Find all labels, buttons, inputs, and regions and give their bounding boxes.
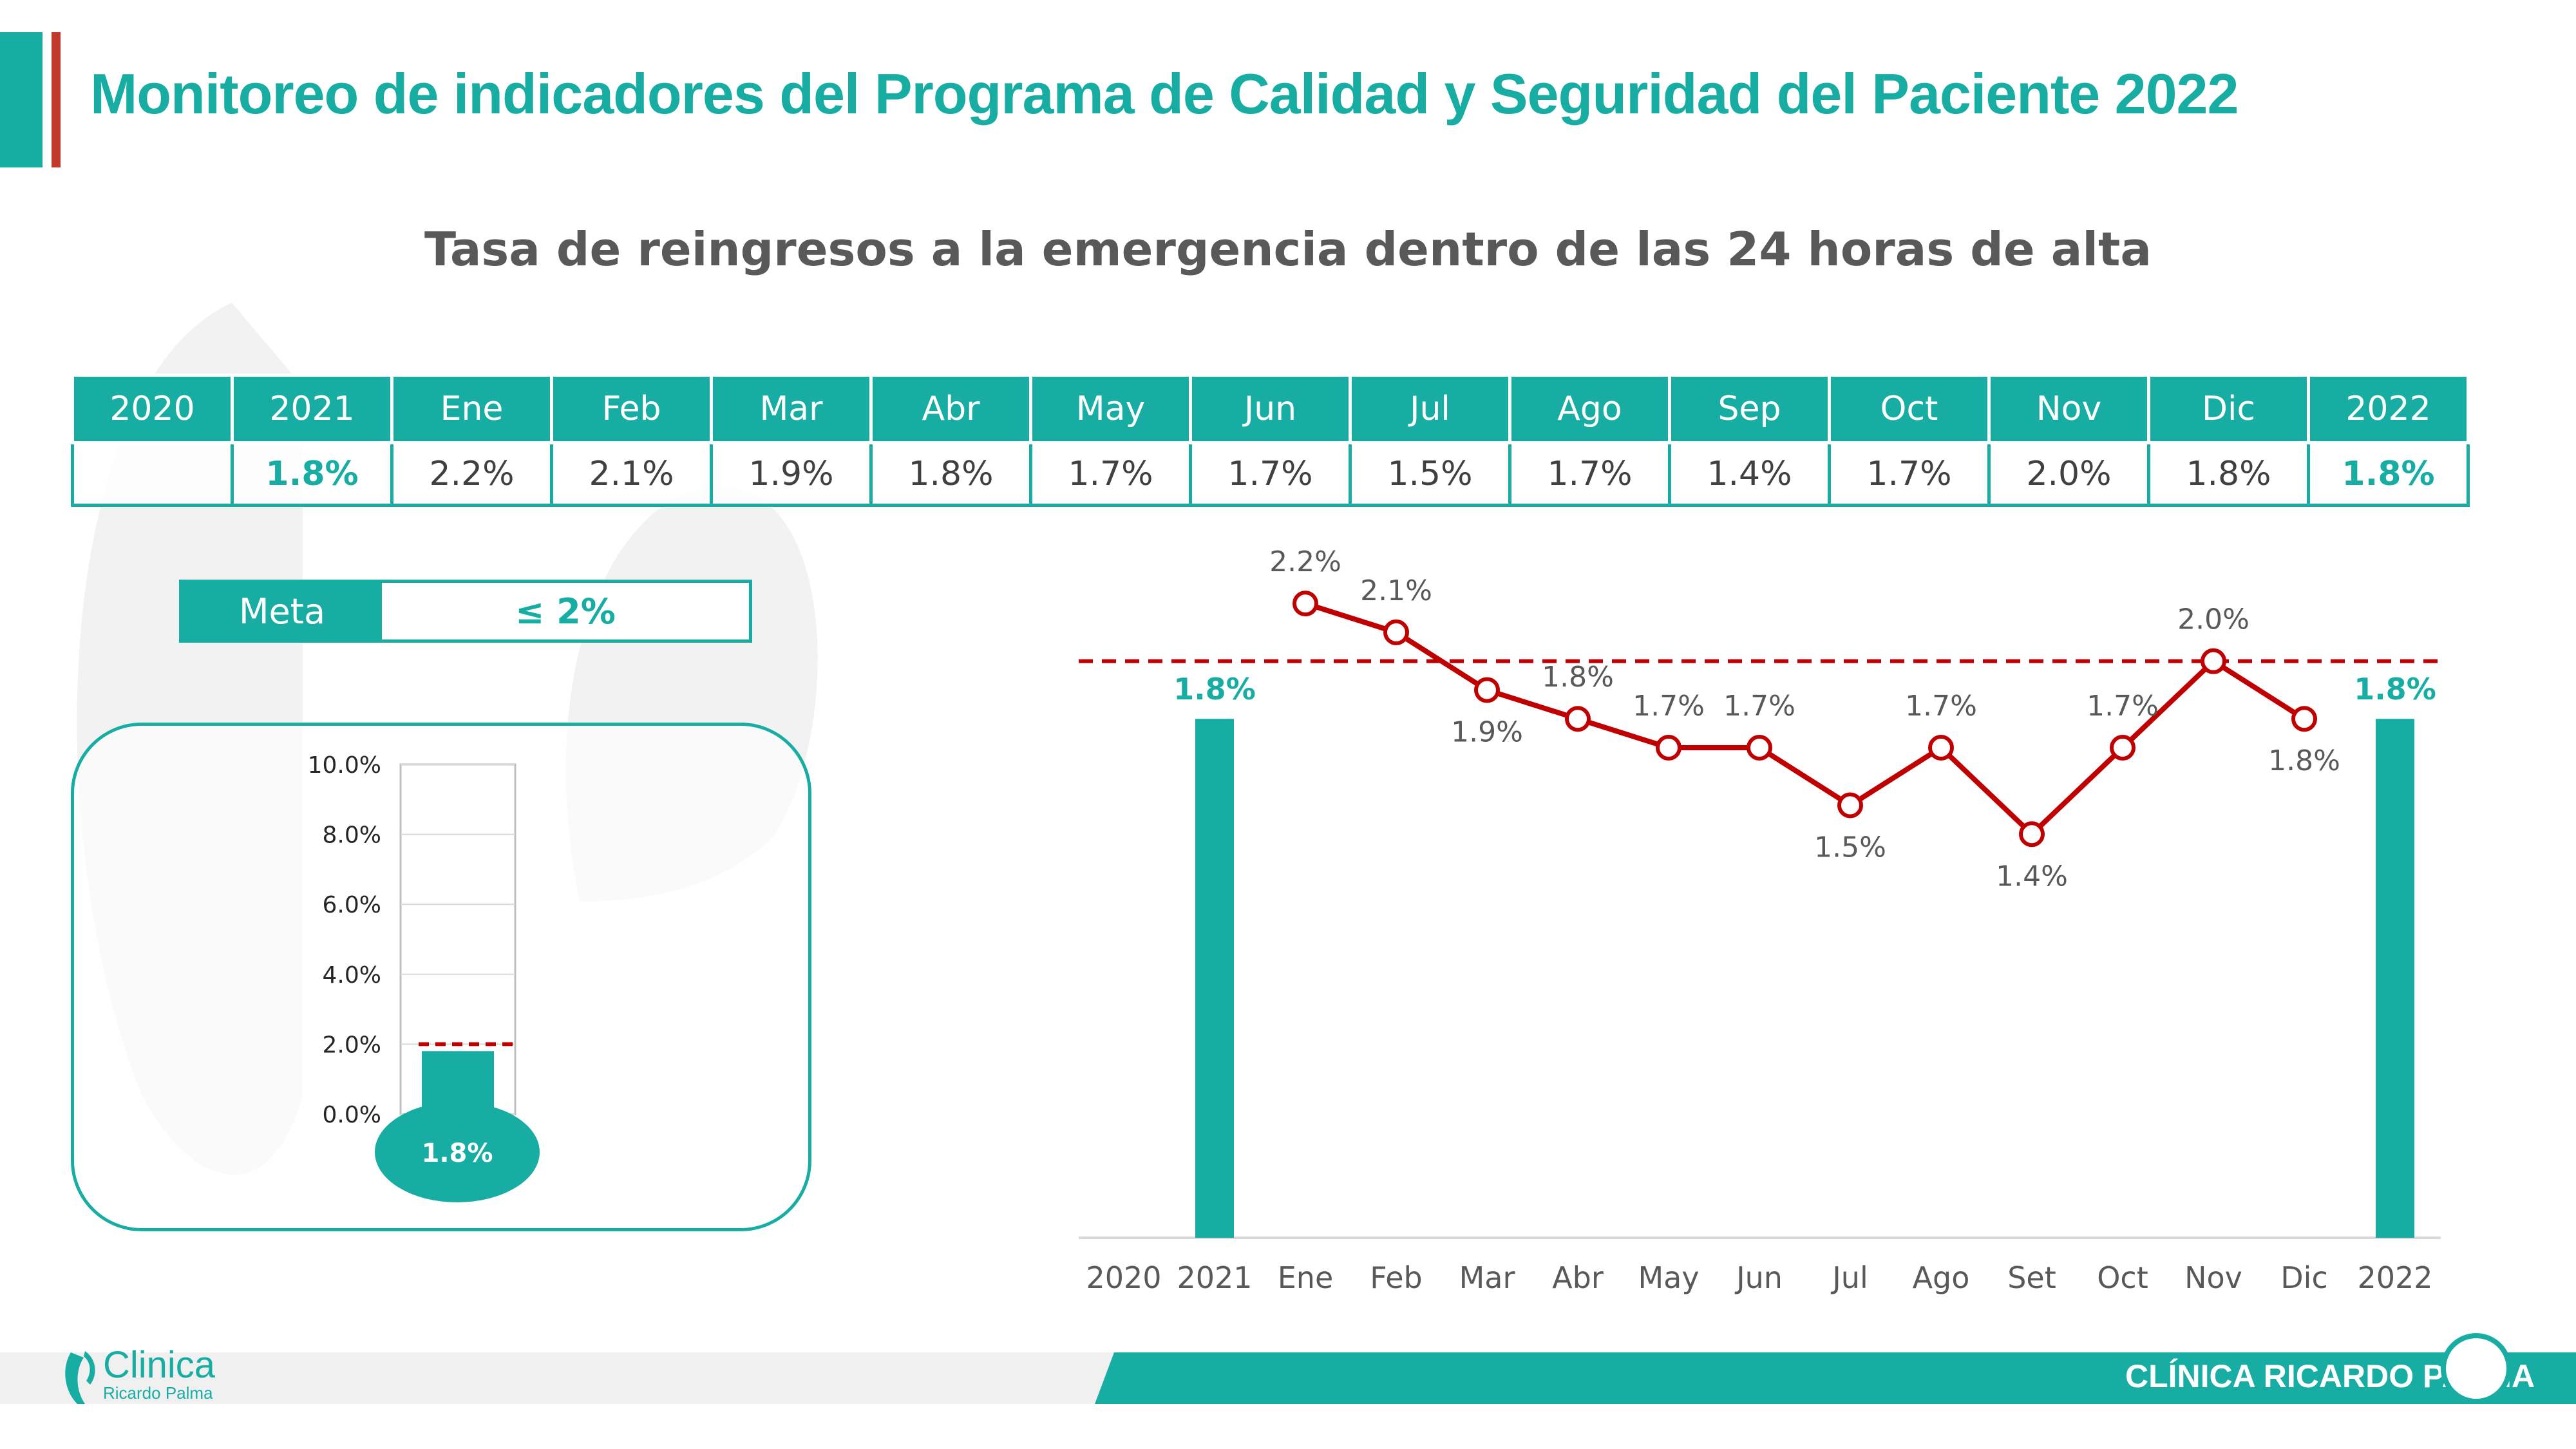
gauge-tick-label: 8.0%	[323, 822, 381, 849]
table-cell: 1.9%	[710, 441, 873, 507]
table-cell: 1.5%	[1349, 441, 1511, 507]
thermometer-gauge: 10.0% 8.0% 6.0% 4.0% 2.0% 0.0% 1.8%	[308, 752, 540, 1202]
table-row: 1.8% 2.2% 2.1% 1.9% 1.8% 1.7% 1.7% 1.5% …	[71, 441, 2470, 507]
table-header-cell: Dic	[2147, 374, 2310, 444]
table-cell	[71, 441, 234, 507]
table-cell: 1.7%	[1189, 441, 1352, 507]
table-header-cell: Nov	[1987, 374, 2150, 444]
table-header-cell: May	[1029, 374, 1192, 444]
clinic-logo-icon	[65, 1351, 95, 1404]
table-header-cell: 2021	[231, 374, 393, 444]
gauge-tick-label: 6.0%	[323, 892, 381, 918]
table-header-cell: 2020	[71, 374, 234, 444]
logo-subtitle: Ricardo Palma	[103, 1383, 213, 1403]
table-header-row: 2020 2021 Ene Feb Mar Abr May Jun Jul Ag…	[71, 374, 2470, 444]
table-header-cell: Abr	[869, 374, 1032, 444]
footer-band	[1095, 1352, 2576, 1404]
target-label: Meta	[182, 583, 382, 639]
gauge-tick-label: 10.0%	[308, 752, 381, 779]
table-cell: 1.4%	[1668, 441, 1831, 507]
chart-title: Tasa de reingresos a la emergencia dentr…	[424, 222, 2152, 276]
target-box: Meta ≤ 2%	[179, 580, 752, 643]
gauge-tick-label: 0.0%	[323, 1102, 381, 1128]
table-header-cell: Jul	[1349, 374, 1511, 444]
gauge-tick-label: 2.0%	[323, 1032, 381, 1058]
table-header-cell: Feb	[550, 374, 713, 444]
target-value: ≤ 2%	[515, 591, 616, 632]
logo-word: Clinica	[103, 1344, 216, 1386]
table-header-cell: Oct	[1828, 374, 1991, 444]
table-header-cell: Mar	[710, 374, 873, 444]
table-header-cell: Jun	[1189, 374, 1352, 444]
table-cell: 2.0%	[1987, 441, 2150, 507]
table-cell: 1.7%	[1508, 441, 1671, 507]
table-header-cell: Ago	[1508, 374, 1671, 444]
footer-logo-icon	[2441, 1333, 2512, 1404]
table-header-cell: Ene	[390, 374, 553, 444]
table-cell: 1.7%	[1828, 441, 1991, 507]
table-cell: 1.8%	[2147, 441, 2310, 507]
title-accent-red	[52, 32, 61, 167]
table-cell: 1.8%	[231, 441, 393, 507]
table-cell: 2.1%	[550, 441, 713, 507]
table-header-cell: Sep	[1668, 374, 1831, 444]
table-header-cell: 2022	[2307, 374, 2470, 444]
title-accent-teal	[0, 32, 43, 167]
gauge-tick-label: 4.0%	[323, 962, 381, 989]
gauge-bulb	[375, 1102, 540, 1202]
table-cell: 1.7%	[1029, 441, 1192, 507]
monthly-values-table: 2020 2021 Ene Feb Mar Abr May Jun Jul Ag…	[71, 374, 2470, 507]
page-title: Monitoreo de indicadores del Programa de…	[90, 62, 2239, 126]
table-cell: 1.8%	[869, 441, 1032, 507]
table-cell: 2.2%	[390, 441, 553, 507]
table-cell: 1.8%	[2307, 441, 2470, 507]
gauge-value-label: 1.8%	[422, 1139, 493, 1168]
